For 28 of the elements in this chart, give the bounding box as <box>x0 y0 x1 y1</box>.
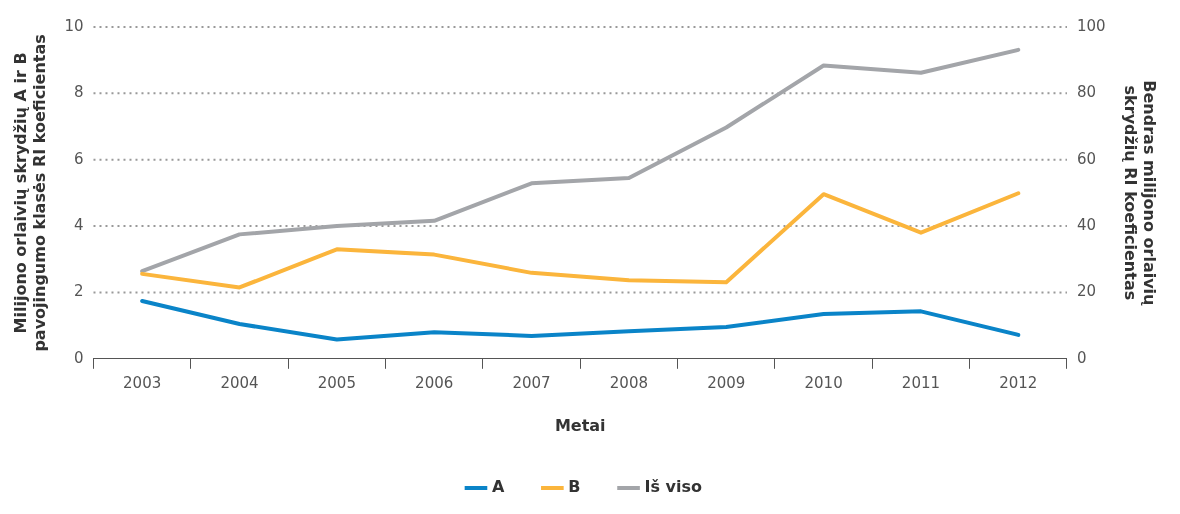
y-tick-label: 0 <box>73 348 84 367</box>
y-axis-title: Milijono orlaivių skrydžių A ir B pavojingumo klasės RI koeficientas <box>10 34 49 352</box>
x-axis-title: Metai <box>554 415 606 435</box>
y-tick-label: 8 <box>73 83 84 102</box>
legend-label: B <box>568 477 581 497</box>
y-tick-label: 10 <box>64 16 84 35</box>
y2-tick-label: 80 <box>1076 83 1097 102</box>
x-tick-label: 2007 <box>512 373 551 392</box>
y2-tick-label: 20 <box>1076 282 1097 301</box>
y2-tick-label: 100 <box>1076 16 1106 35</box>
legend-label: A <box>491 477 505 497</box>
x-tick-label: 2012 <box>999 373 1038 392</box>
x-tick-label: 2009 <box>707 373 746 392</box>
x-tick-label: 2011 <box>901 373 941 392</box>
x-tick-label: 2008 <box>609 373 648 392</box>
y2-tick-label: 40 <box>1076 215 1097 234</box>
y-tick-label: 6 <box>73 149 84 168</box>
x-tick-label: 2005 <box>317 373 356 392</box>
y-tick-label: 2 <box>73 282 84 301</box>
legend-label: Iš viso <box>644 477 703 497</box>
y2-axis-title: Bendras milijono orlaivių skrydžių RI koeficientas <box>1121 80 1160 307</box>
y2-tick-label: 0 <box>1076 348 1087 367</box>
x-tick-label: 2003 <box>123 373 162 392</box>
x-tick-label: 2004 <box>220 373 259 392</box>
x-tick-label: 2010 <box>804 373 843 392</box>
y2-tick-label: 60 <box>1076 149 1097 168</box>
x-tick-label: 2006 <box>415 373 454 392</box>
y-tick-label: 4 <box>73 215 84 234</box>
